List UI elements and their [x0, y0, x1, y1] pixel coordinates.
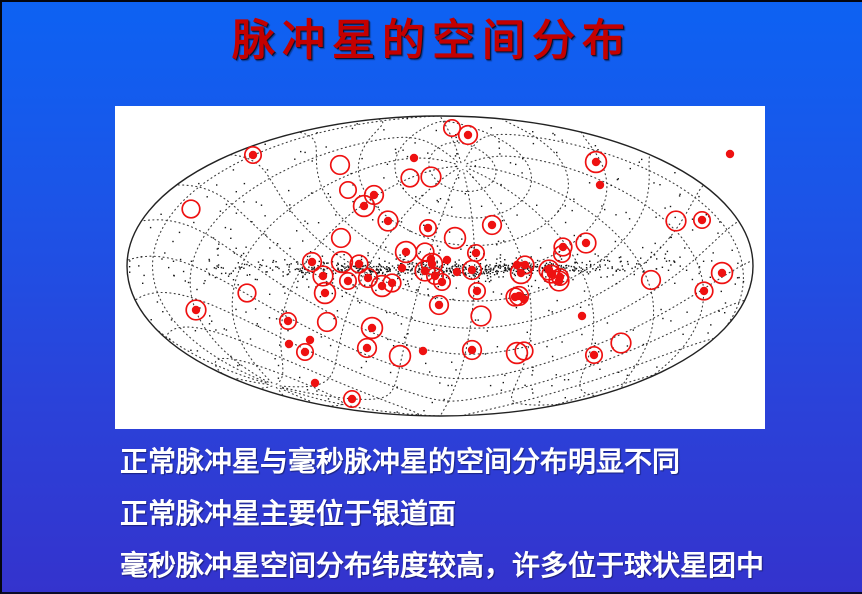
- normal-pulsars-layer: [128, 117, 745, 413]
- bullet-line-3: 毫秒脉冲星空间分布纬度较高，许多位于球状星团中: [120, 551, 765, 582]
- page-title: 脉冲星的空间分布: [232, 18, 632, 65]
- bullet-line-1: 正常脉冲星与毫秒脉冲星的空间分布明显不同: [120, 447, 681, 478]
- sky-map-panel: [115, 106, 765, 429]
- bullet-line-2: 正常脉冲星主要位于银道面: [120, 499, 457, 530]
- bullet-list: 正常脉冲星与毫秒脉冲星的空间分布明显不同 正常脉冲星主要位于银道面 毫秒脉冲星空…: [120, 443, 840, 592]
- pulsar-sky-map: [126, 115, 754, 417]
- graticule-layer: [127, 116, 753, 416]
- millisecond-pulsars-layer: [181, 118, 735, 409]
- sky-map-outline: [126, 115, 754, 417]
